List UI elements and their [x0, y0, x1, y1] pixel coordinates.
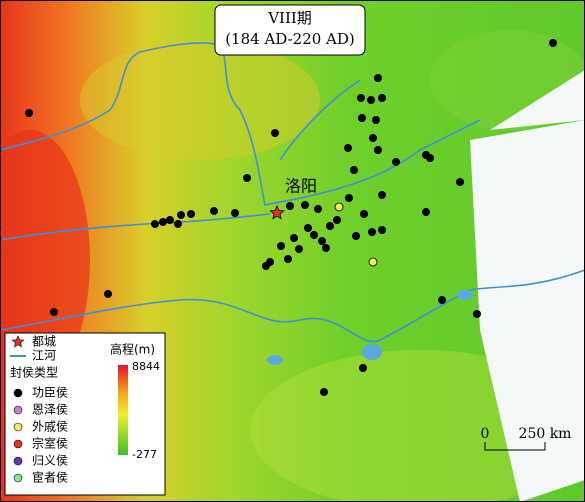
- site-dot: [295, 245, 303, 253]
- site-dot: [360, 210, 368, 218]
- title: VIII期: [267, 9, 312, 27]
- legend-dot: [13, 473, 23, 483]
- site-dot: [174, 220, 182, 228]
- elevation-max: 8844: [132, 360, 160, 373]
- site-dot: [25, 109, 33, 117]
- site-dot: [231, 209, 239, 217]
- site-dot: [345, 194, 353, 202]
- site-dot: [378, 191, 386, 199]
- legend-dot: [13, 388, 23, 398]
- site-dot: [271, 129, 279, 137]
- legend-label: 功臣侯: [32, 386, 68, 400]
- site-dot: [166, 216, 174, 224]
- site-dot: [177, 211, 185, 219]
- site-dot: [374, 146, 382, 154]
- legend-label: 江河: [32, 349, 56, 363]
- site-dot: [359, 364, 367, 372]
- site-dot: [334, 202, 344, 212]
- site-dot: [50, 308, 58, 316]
- site-dot: [326, 222, 334, 230]
- legend-star: [11, 335, 25, 348]
- site-dot: [304, 224, 312, 232]
- elevation-min: -277: [132, 448, 157, 461]
- sea: [490, 70, 585, 130]
- scale-start: 0: [481, 426, 490, 442]
- site-dot: [320, 388, 328, 396]
- legend-title: 封侯类型: [10, 366, 58, 380]
- legend-label: 恩泽侯: [32, 403, 68, 417]
- legend-label: 宗室侯: [32, 436, 68, 451]
- legend-box: [4, 332, 166, 496]
- site-dots: [25, 39, 557, 396]
- site-dot: [368, 228, 376, 236]
- site-dot: [284, 255, 292, 263]
- site-dot: [290, 234, 298, 242]
- site-dot: [426, 154, 434, 162]
- site-dot: [374, 74, 382, 82]
- site-dot: [104, 290, 112, 298]
- site-dot: [438, 296, 446, 304]
- site-dot: [357, 94, 365, 102]
- site-dot: [549, 39, 557, 47]
- site-dot: [286, 202, 294, 210]
- site-dot: [277, 242, 285, 250]
- subtitle: (184 AD-220 AD): [225, 30, 355, 48]
- terrain: [80, 40, 320, 160]
- site-dot: [392, 158, 400, 166]
- legend-dot: [13, 422, 23, 432]
- legend-label: 都城: [32, 335, 56, 349]
- scale-bar: [484, 442, 546, 451]
- legend-label: 归义侯: [32, 454, 68, 468]
- sea: [470, 120, 585, 502]
- elevation-bar: [118, 365, 128, 455]
- site-dot: [310, 231, 318, 239]
- site-dot: [210, 207, 218, 215]
- site-dot: [344, 144, 352, 152]
- capital-star: [269, 204, 285, 220]
- site-dot: [367, 96, 375, 104]
- site-dot: [243, 174, 251, 182]
- site-dot: [369, 134, 377, 142]
- capital-label: 洛阳: [285, 177, 317, 196]
- site-dot: [262, 262, 270, 270]
- legend-dot: [13, 456, 23, 466]
- site-dot: [473, 310, 481, 318]
- title-box: [214, 4, 366, 56]
- site-dot: [350, 166, 358, 174]
- site-dot: [322, 244, 330, 252]
- site-dot: [314, 205, 322, 213]
- site-dot: [372, 116, 380, 124]
- site-dot: [378, 226, 386, 234]
- site-dot: [151, 220, 159, 228]
- site-dot: [378, 94, 386, 102]
- site-dot: [318, 237, 326, 245]
- terrain: [0, 130, 90, 390]
- scale-end: 250 km: [519, 426, 572, 442]
- site-dot: [333, 216, 341, 224]
- legend-dot: [13, 405, 23, 415]
- site-dot: [301, 201, 309, 209]
- elevation-title: 高程(m): [110, 342, 155, 357]
- site-dot: [456, 178, 464, 186]
- site-dot: [352, 232, 360, 240]
- legend-dot: [13, 439, 23, 449]
- legend-label: 宦者侯: [32, 470, 68, 485]
- site-dot: [159, 218, 167, 226]
- legend-label: 外戚侯: [32, 420, 68, 434]
- site-dot: [358, 114, 366, 122]
- site-dot: [368, 257, 378, 267]
- site-dot: [422, 208, 430, 216]
- lakes: [267, 290, 473, 365]
- site-dot: [187, 210, 195, 218]
